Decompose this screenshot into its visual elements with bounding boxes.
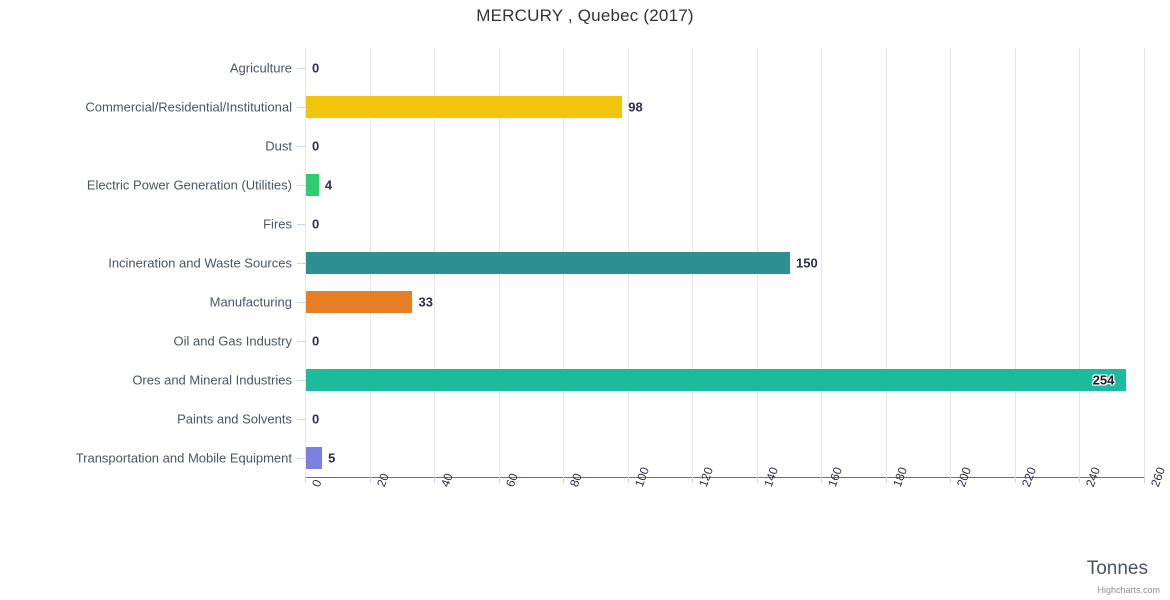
x-axis-tick-mark [498,477,500,483]
y-axis-tick-mark [297,145,305,147]
category-label: Electric Power Generation (Utilities) [86,177,292,192]
category-label: Fires [263,216,292,231]
x-axis-tick-mark [369,477,371,483]
chart-bar-row[interactable]: Oil and Gas Industry 0 [174,321,1144,360]
x-axis-tick-mark [1079,477,1081,483]
chart-bar-row[interactable]: Agriculture 0 [230,48,1144,87]
bar-data-label: 0 [312,60,320,75]
x-axis-tick-label: 220 [1018,465,1039,489]
y-axis-tick-mark [297,379,305,381]
x-axis-tick-label: 260 [1148,465,1169,489]
gridline [305,48,306,477]
x-axis-line [305,477,1145,478]
chart-bar-row[interactable]: Ores and Mineral Industries 254 [132,360,1144,399]
y-axis-tick-mark [297,262,305,264]
bar-data-label: 150 [796,255,818,270]
category-label: Incineration and Waste Sources [108,255,292,270]
gridline [1079,48,1081,477]
x-axis-tick-label: 160 [825,465,846,489]
chart-bar-row[interactable]: Paints and Solvents 0 [177,399,1144,438]
x-axis-title: Tonnes [1086,558,1148,579]
y-axis-tick-mark [297,184,305,186]
bar-data-label: 0 [312,411,320,426]
y-axis-tick-mark [297,301,305,303]
gridline [885,48,887,477]
category-label: Oil and Gas Industry [173,333,293,348]
x-axis-tick-mark [305,477,306,483]
x-axis-tick-label: 120 [696,465,717,489]
y-axis-tick-mark [297,223,305,225]
x-axis-tick-mark [692,477,694,483]
chart-title: MERCURY , Quebec (2017) [476,6,694,25]
chart-bar-row[interactable]: Electric Power Generation (Utilities) 4 [87,165,1144,204]
x-axis-tick-mark [821,477,823,483]
chart-bar-row[interactable]: Transportation and Mobile Equipment 5 [76,438,1144,477]
x-axis-tick-mark [1014,477,1016,483]
chart-bar[interactable] [306,251,791,274]
gridline [950,48,952,477]
chart-bar-row[interactable]: Fires 0 [263,204,1144,243]
x-axis-tick-label: 20 [373,471,392,489]
category-label: Commercial/Residential/Institutional [85,99,292,114]
bar-data-label: 4 [324,177,333,192]
x-axis-tick-label: 80 [567,471,585,489]
chart-bar-row[interactable]: Incineration and Waste Sources 150 [108,243,1144,282]
bar-data-label: 5 [328,450,336,465]
chart-bar-row[interactable]: Dust 0 [265,126,1144,165]
x-axis-tick-label: 40 [438,471,456,489]
category-label: Paints and Solvents [177,411,292,426]
bar-data-label: 0 [312,216,320,231]
category-label: Dust [265,138,292,153]
category-label: Manufacturing [209,294,292,309]
category-label: Agriculture [229,60,292,75]
gridline [821,48,823,477]
x-axis-tick-label: 60 [502,471,521,489]
gridline [1144,48,1145,477]
bar-data-label: 98 [628,99,643,114]
x-axis-tick-label: 200 [954,465,975,489]
y-axis-tick-mark [297,106,305,108]
chart-bar[interactable] [306,290,413,313]
bar-data-label: 0 [312,138,320,153]
x-axis-tick-mark [627,477,629,483]
y-axis-tick-mark [297,340,305,342]
chart-bar[interactable] [306,446,323,469]
x-axis-tick-label: 0 [309,477,325,489]
plot-area: Agriculture 0 Commercial/Residential/Insti… [76,48,1145,477]
x-axis-tick-label: 100 [631,465,652,489]
chart-bar[interactable] [306,95,623,118]
y-axis-tick-mark [297,457,305,459]
bar-data-label: 254 [1092,372,1115,387]
x-axis-tick-mark [885,477,887,483]
bar-data-label: 33 [418,294,433,309]
x-axis-tick-label: 180 [889,465,910,489]
chart-bar[interactable] [306,368,1126,391]
x-axis-tick-mark [1144,477,1145,483]
x-axis-tick-mark [434,477,436,483]
x-axis-tick-label: 140 [760,465,781,489]
highcharts-credits: Highcharts.com [1097,585,1160,595]
y-axis-tick-mark [297,418,305,420]
category-label: Ores and Mineral Industries [132,372,292,387]
chart-bar-row[interactable]: Commercial/Residential/Institutional 98 [85,87,1144,126]
x-axis-tick-mark [563,477,565,483]
category-label: Transportation and Mobile Equipment [75,450,292,465]
gridline [1014,48,1016,477]
chart-bar-row[interactable]: Manufacturing 33 [210,282,1144,321]
x-axis-tick-mark [950,477,952,483]
y-axis-tick-mark [297,67,305,69]
bar-data-label: 0 [312,333,320,348]
x-axis-tick-label: 240 [1083,465,1104,489]
chart-bar[interactable] [306,173,319,196]
x-axis-tick-mark [756,477,758,483]
